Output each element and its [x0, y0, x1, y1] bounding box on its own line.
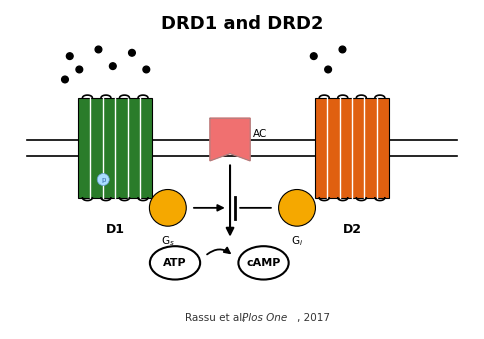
Ellipse shape — [97, 174, 109, 185]
Text: , 2017: , 2017 — [297, 313, 330, 323]
Ellipse shape — [66, 53, 73, 59]
Ellipse shape — [279, 190, 316, 226]
Ellipse shape — [76, 66, 83, 73]
Bar — [78, 98, 152, 198]
Ellipse shape — [325, 66, 332, 73]
Ellipse shape — [129, 49, 136, 56]
Text: G$_s$: G$_s$ — [161, 235, 175, 248]
Text: ATP: ATP — [163, 258, 187, 268]
Text: p: p — [101, 177, 106, 182]
Bar — [315, 98, 389, 198]
Ellipse shape — [150, 246, 200, 280]
Text: D2: D2 — [343, 223, 362, 236]
Text: AC: AC — [253, 129, 267, 139]
Polygon shape — [210, 118, 250, 161]
Ellipse shape — [310, 53, 317, 59]
Text: G$_i$: G$_i$ — [291, 235, 303, 248]
Ellipse shape — [239, 246, 288, 280]
Text: cAMP: cAMP — [246, 258, 281, 268]
Ellipse shape — [95, 46, 102, 53]
Text: D1: D1 — [106, 223, 125, 236]
Ellipse shape — [339, 46, 346, 53]
Text: DRD1 and DRD2: DRD1 and DRD2 — [161, 16, 323, 34]
Ellipse shape — [109, 63, 116, 69]
Text: Plos One: Plos One — [242, 313, 287, 323]
Ellipse shape — [150, 190, 186, 226]
Text: Rassu et al,: Rassu et al, — [184, 313, 248, 323]
Ellipse shape — [143, 66, 150, 73]
Ellipse shape — [61, 76, 68, 83]
